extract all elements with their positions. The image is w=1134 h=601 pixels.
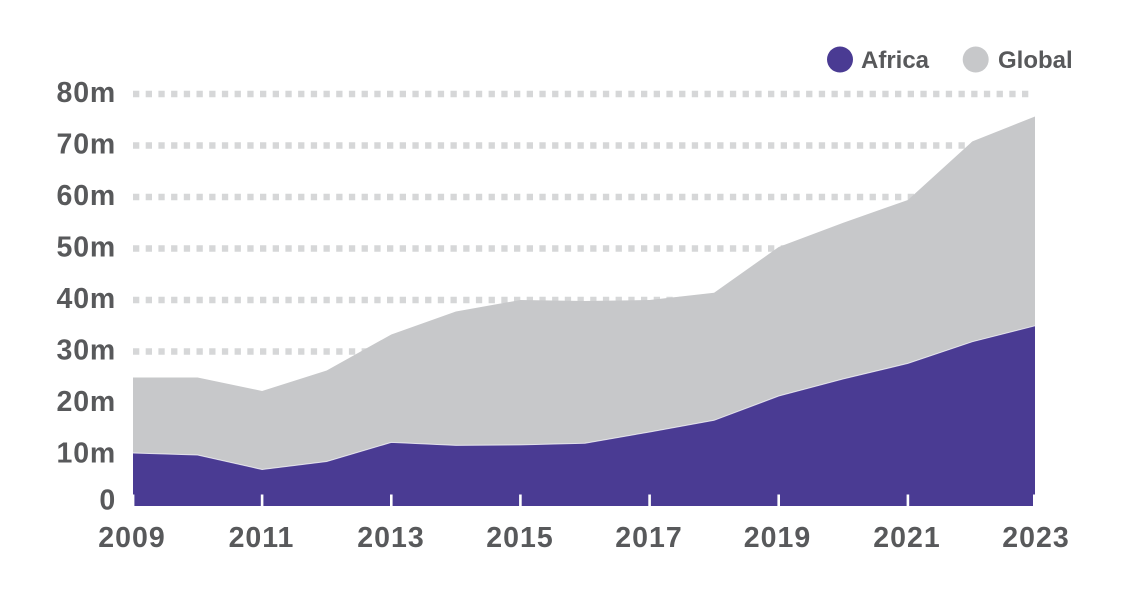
svg-text:2015: 2015	[486, 522, 553, 554]
svg-text:30m: 30m	[57, 335, 116, 367]
svg-text:60m: 60m	[57, 180, 116, 212]
svg-text:0: 0	[99, 485, 116, 517]
svg-text:2023: 2023	[1002, 522, 1069, 554]
svg-text:2017: 2017	[615, 522, 682, 554]
svg-text:2013: 2013	[357, 522, 424, 554]
svg-text:2011: 2011	[229, 522, 295, 554]
svg-text:20m: 20m	[57, 386, 116, 418]
svg-text:70m: 70m	[57, 129, 116, 161]
svg-text:40m: 40m	[57, 283, 116, 315]
svg-text:Africa: Africa	[861, 47, 930, 74]
svg-text:2019: 2019	[744, 522, 811, 554]
svg-text:80m: 80m	[57, 77, 116, 109]
svg-text:Global: Global	[998, 47, 1073, 74]
svg-text:50m: 50m	[57, 232, 116, 264]
svg-text:10m: 10m	[57, 438, 116, 470]
svg-text:2009: 2009	[98, 522, 165, 554]
svg-text:2021: 2021	[873, 522, 940, 554]
